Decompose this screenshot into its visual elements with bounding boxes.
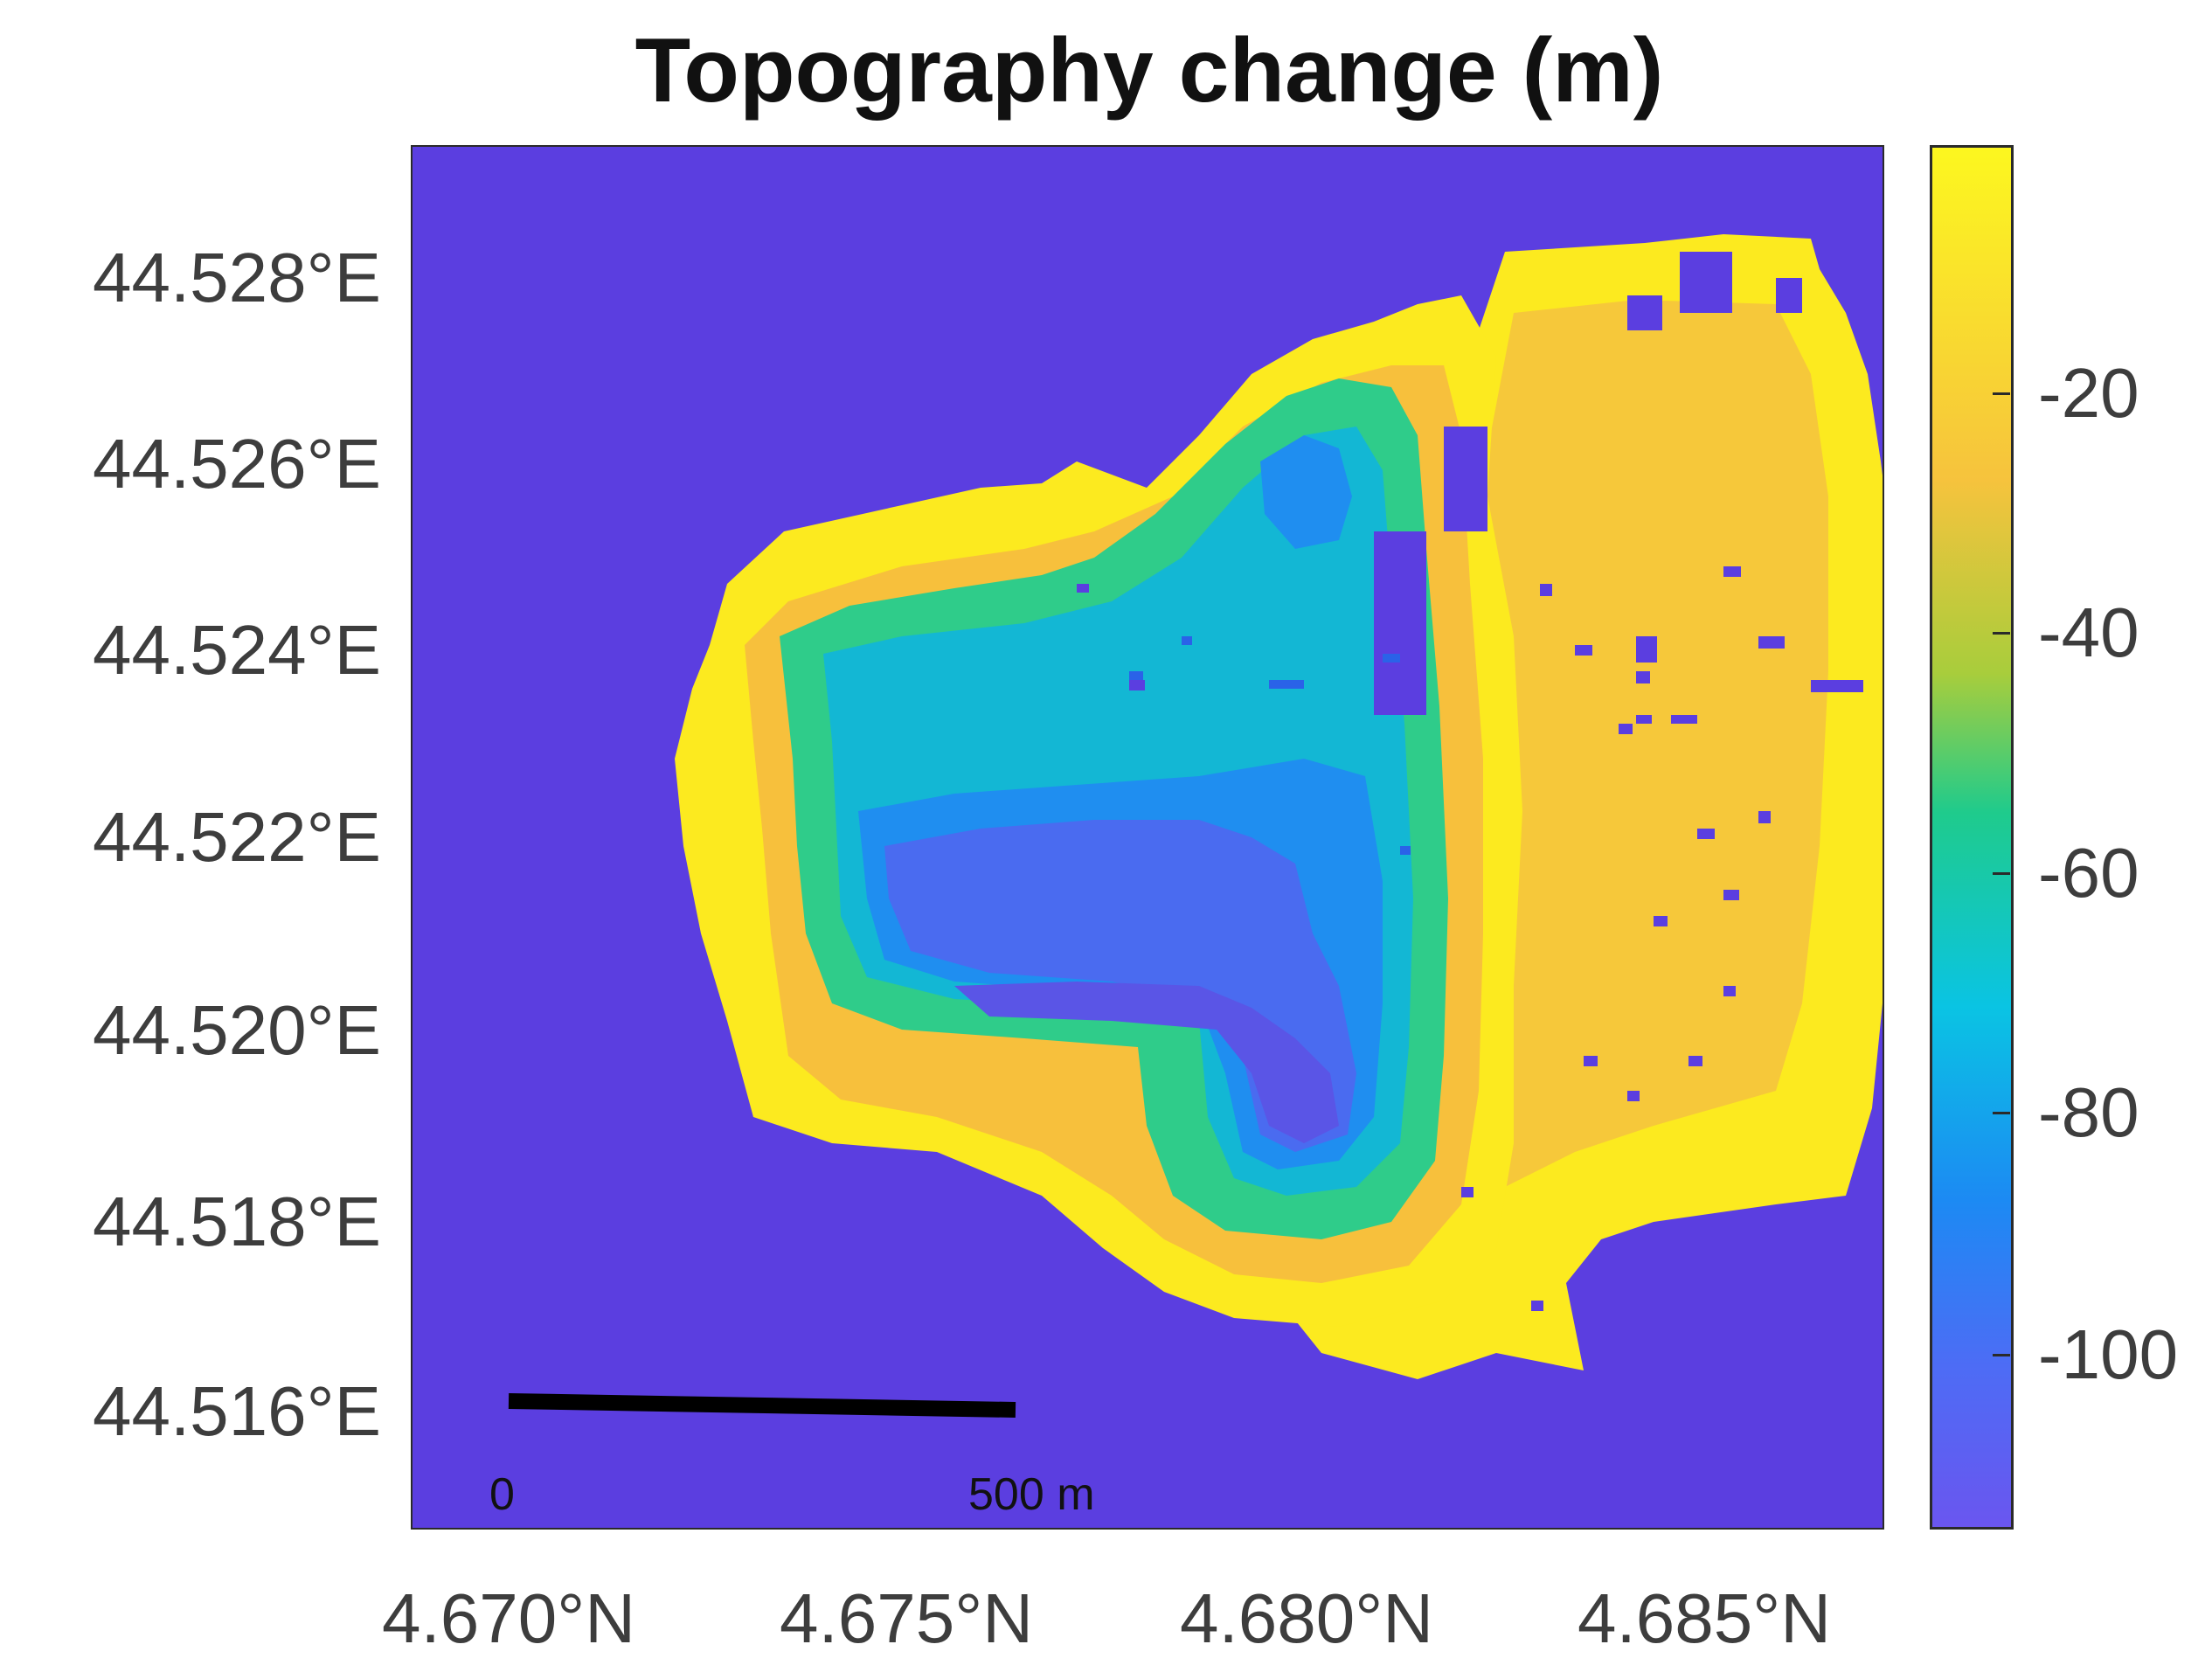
y-tick-label: 44.518°E: [92, 1183, 381, 1260]
nodata-pixel: [1697, 829, 1715, 839]
nodata-pixel: [1636, 636, 1657, 663]
y-tick-label: 44.520°E: [92, 991, 381, 1069]
y-tick-label: 44.526°E: [92, 425, 381, 503]
colorbar-tick-label: -80: [2038, 1073, 2139, 1151]
colorbar-gradient: [1932, 148, 2011, 1527]
artifact-pixel: [1383, 654, 1400, 663]
nodata-pixel: [1654, 916, 1668, 926]
colorbar-tick-label: -40: [2038, 593, 2139, 671]
nodata-pixel: [1723, 986, 1736, 996]
colorbar: [1930, 145, 2014, 1530]
nodata-pixel: [1444, 427, 1487, 531]
x-tick-label: 4.685°N: [1578, 1579, 1831, 1657]
colorbar-tick-mark: [1993, 632, 2010, 635]
colorbar-tick-label: -20: [2038, 354, 2139, 432]
region-pit-deepest: [954, 982, 1339, 1143]
region-pit-deep: [884, 820, 1356, 1152]
nodata-pixel: [1723, 890, 1739, 900]
scale-bar-end-label: 500 m: [968, 1469, 1095, 1520]
nodata-pixel: [1636, 671, 1650, 683]
nodata-pixel: [1723, 566, 1741, 577]
nodata-pixel: [1531, 1301, 1543, 1311]
y-tick-label: 44.522°E: [92, 798, 381, 876]
colorbar-tick-mark: [1993, 392, 2010, 395]
topography-raster: [413, 147, 1883, 1528]
artifact-pixel: [1400, 846, 1411, 855]
nodata-pixel: [1627, 295, 1662, 330]
map-panel[interactable]: [411, 145, 1884, 1530]
colorbar-tick-label: -100: [2038, 1315, 2179, 1393]
colorbar-tick-label: -60: [2038, 834, 2139, 912]
scale-bar: [508, 1393, 1016, 1418]
nodata-pixel: [1776, 278, 1802, 313]
region-pit-floor-north: [1260, 435, 1352, 549]
colorbar-tick-mark: [1993, 1354, 2010, 1356]
y-tick-label: 44.516°E: [92, 1372, 381, 1450]
artifact-pixel: [1129, 671, 1143, 680]
y-tick-label: 44.528°E: [92, 239, 381, 316]
nodata-pixel: [1461, 1187, 1474, 1197]
x-tick-label: 4.680°N: [1180, 1579, 1433, 1657]
nodata-pixel: [1811, 680, 1863, 692]
y-tick-label: 44.524°E: [92, 611, 381, 689]
scale-bar-start-label: 0: [489, 1469, 515, 1520]
nodata-pixel: [1758, 636, 1785, 649]
figure-title: Topography change (m): [634, 20, 1664, 121]
nodata-pixel: [1374, 531, 1426, 715]
nodata-pixel: [1575, 645, 1592, 656]
nodata-pixel: [1671, 715, 1697, 724]
nodata-pixel: [1636, 715, 1652, 724]
nodata-pixel: [1627, 1091, 1640, 1101]
x-tick-label: 4.670°N: [382, 1579, 635, 1657]
nodata-pixel: [1077, 584, 1089, 593]
colorbar-tick-mark: [1993, 1112, 2010, 1114]
artifact-pixel: [1182, 636, 1192, 645]
artifact-pixel: [1269, 680, 1304, 689]
region-east-lobe-interior: [1435, 300, 1828, 1196]
nodata-pixel: [1758, 811, 1771, 823]
nodata-pixel: [1584, 1056, 1598, 1066]
nodata-pixel: [1619, 724, 1633, 734]
nodata-pixel: [1680, 252, 1732, 313]
nodata-pixel: [1540, 584, 1552, 596]
nodata-pixel: [1129, 680, 1145, 690]
nodata-pixel: [1688, 1056, 1702, 1066]
colorbar-tick-mark: [1993, 872, 2010, 875]
x-tick-label: 4.675°N: [780, 1579, 1033, 1657]
